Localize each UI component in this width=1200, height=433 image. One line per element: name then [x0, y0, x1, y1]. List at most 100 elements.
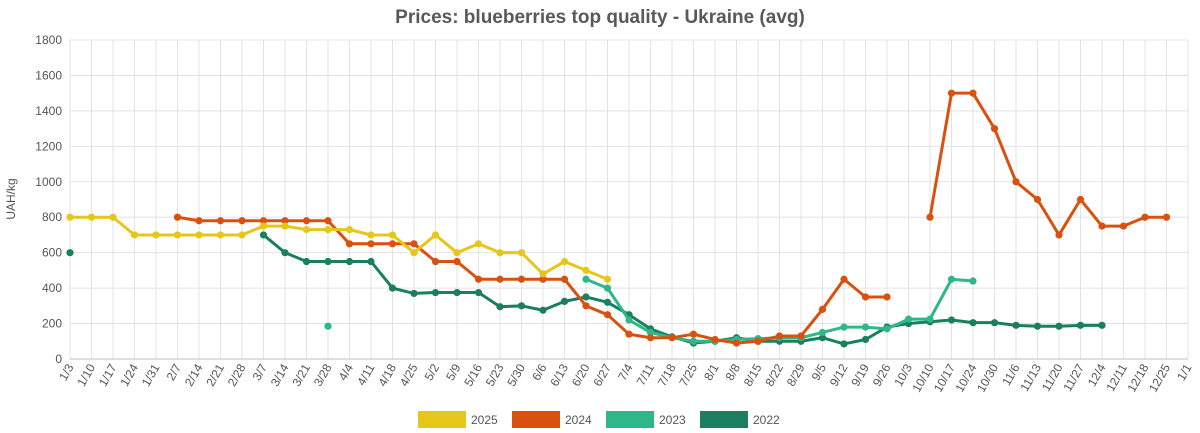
data-point[interactable] — [560, 297, 569, 306]
data-point[interactable] — [216, 231, 225, 239]
data-point[interactable] — [216, 217, 225, 225]
data-point[interactable] — [367, 231, 375, 239]
data-point[interactable] — [818, 334, 827, 342]
data-point[interactable] — [904, 315, 913, 323]
data-point[interactable] — [818, 328, 827, 337]
data-point[interactable] — [1055, 231, 1063, 239]
data-point[interactable] — [474, 240, 483, 248]
data-point[interactable] — [431, 257, 440, 266]
data-point[interactable] — [259, 222, 268, 230]
data-point[interactable] — [517, 275, 526, 283]
data-point[interactable] — [302, 217, 311, 225]
data-point[interactable] — [969, 89, 977, 97]
data-point[interactable] — [1119, 222, 1128, 230]
data-point[interactable] — [367, 240, 375, 248]
data-point[interactable] — [625, 330, 633, 338]
data-point[interactable] — [1076, 195, 1085, 204]
data-point[interactable] — [388, 240, 397, 248]
data-point[interactable] — [711, 335, 719, 344]
data-point[interactable] — [990, 319, 999, 327]
data-point[interactable] — [388, 231, 397, 239]
data-point[interactable] — [840, 340, 848, 348]
data-point[interactable] — [345, 257, 354, 266]
data-point[interactable] — [410, 249, 418, 257]
data-point[interactable] — [861, 293, 870, 301]
data-point[interactable] — [797, 332, 805, 340]
data-point[interactable] — [324, 257, 332, 266]
data-point[interactable] — [603, 311, 612, 319]
data-point[interactable] — [1033, 195, 1042, 204]
data-point[interactable] — [732, 339, 741, 347]
data-point[interactable] — [66, 249, 74, 257]
data-point[interactable] — [1076, 321, 1085, 329]
data-point[interactable] — [195, 231, 203, 239]
data-point[interactable] — [431, 288, 440, 297]
data-point[interactable] — [302, 257, 311, 266]
data-point[interactable] — [625, 316, 633, 324]
data-point[interactable] — [517, 249, 526, 257]
legend-item-2025[interactable]: 2025 — [418, 411, 498, 428]
legend[interactable]: 2025 2024 2023 2022 — [418, 411, 780, 428]
data-point[interactable] — [410, 289, 418, 298]
data-point[interactable] — [324, 217, 332, 225]
data-point[interactable] — [474, 275, 483, 283]
data-point[interactable] — [496, 249, 504, 257]
data-point[interactable] — [603, 298, 612, 306]
data-point[interactable] — [646, 334, 655, 342]
data-point[interactable] — [1162, 213, 1171, 221]
data-point[interactable] — [861, 335, 870, 344]
data-point[interactable] — [582, 275, 590, 283]
data-point[interactable] — [754, 337, 762, 345]
data-point[interactable] — [388, 284, 397, 292]
data-point[interactable] — [410, 240, 418, 248]
data-point[interactable] — [324, 226, 332, 234]
data-point[interactable] — [1141, 213, 1149, 221]
data-point[interactable] — [560, 257, 569, 266]
data-point[interactable] — [818, 305, 827, 313]
data-point[interactable] — [947, 275, 956, 283]
data-point[interactable] — [345, 226, 354, 234]
data-point[interactable] — [1098, 321, 1106, 329]
data-point[interactable] — [345, 240, 354, 248]
data-point[interactable] — [990, 125, 999, 133]
data-point[interactable] — [603, 284, 612, 292]
data-point[interactable] — [603, 275, 612, 283]
data-point[interactable] — [775, 332, 784, 340]
data-point[interactable] — [496, 275, 504, 283]
data-point[interactable] — [173, 231, 182, 239]
data-point[interactable] — [539, 270, 547, 278]
data-point[interactable] — [152, 231, 160, 239]
data-point[interactable] — [1033, 322, 1042, 330]
data-point[interactable] — [840, 275, 848, 283]
data-point[interactable] — [453, 288, 461, 297]
data-point[interactable] — [259, 217, 268, 225]
data-point[interactable] — [926, 213, 934, 221]
data-point[interactable] — [367, 257, 375, 266]
data-point[interactable] — [969, 319, 977, 327]
data-point[interactable] — [496, 303, 504, 311]
data-point[interactable] — [281, 249, 289, 257]
data-point[interactable] — [1055, 322, 1063, 330]
data-point[interactable] — [517, 302, 526, 310]
data-point[interactable] — [560, 275, 569, 283]
data-point[interactable] — [1098, 222, 1106, 230]
data-point[interactable] — [840, 323, 848, 331]
data-point[interactable] — [689, 337, 698, 345]
data-point[interactable] — [1012, 178, 1020, 186]
data-point[interactable] — [969, 277, 977, 285]
data-point[interactable] — [87, 213, 96, 221]
data-point[interactable] — [109, 213, 117, 221]
data-point[interactable] — [861, 323, 870, 331]
data-point[interactable] — [281, 222, 289, 230]
data-point[interactable] — [689, 330, 698, 338]
data-point[interactable] — [173, 213, 182, 221]
data-point[interactable] — [883, 325, 891, 333]
legend-item-2022[interactable]: 2022 — [700, 411, 780, 428]
data-point[interactable] — [668, 334, 676, 342]
data-point[interactable] — [130, 231, 139, 239]
data-point[interactable] — [582, 266, 590, 274]
data-point[interactable] — [453, 249, 461, 257]
data-point[interactable] — [926, 315, 934, 323]
data-point[interactable] — [883, 293, 891, 301]
data-point[interactable] — [238, 231, 246, 239]
